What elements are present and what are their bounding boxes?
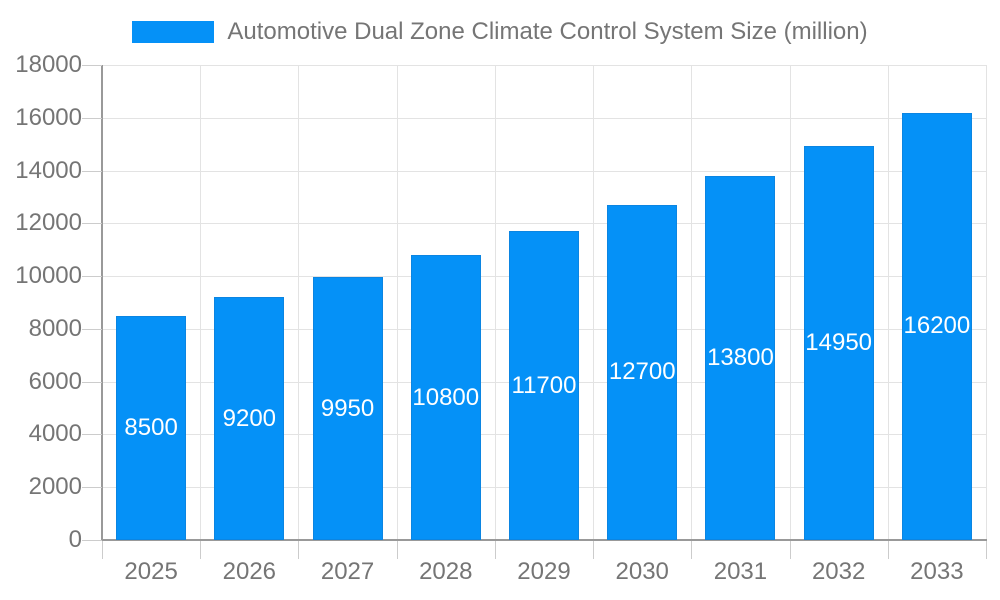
gridline-vertical	[495, 65, 496, 540]
bar[interactable]: 10800	[410, 255, 481, 540]
bar-value-label: 11700	[511, 371, 577, 399]
x-axis-tick-label: 2031	[713, 558, 768, 585]
x-axis-tick	[200, 541, 201, 559]
y-axis-tick	[82, 540, 102, 541]
legend: Automotive Dual Zone Climate Control Sys…	[0, 18, 1000, 46]
y-axis-tick-label: 2000	[28, 473, 82, 501]
bar-value-label: 12700	[608, 358, 676, 386]
y-axis-line	[101, 65, 103, 541]
gridline-horizontal	[102, 170, 986, 172]
bar[interactable]: 9200	[214, 297, 285, 540]
x-axis-tick	[593, 541, 594, 559]
bar[interactable]: 8500	[116, 315, 187, 540]
bar[interactable]: 12700	[607, 204, 678, 540]
y-axis-tick-label: 10000	[15, 262, 82, 290]
bar-value-label: 16200	[903, 312, 971, 340]
gridline-vertical	[397, 65, 398, 540]
x-axis-tick	[102, 541, 103, 559]
y-axis-tick	[82, 487, 102, 489]
gridline-vertical	[298, 65, 299, 540]
bar[interactable]: 16200	[901, 112, 972, 540]
y-axis-tick	[82, 65, 102, 66]
gridline-vertical	[691, 65, 692, 540]
gridline-horizontal	[102, 65, 986, 66]
x-axis-tick-label: 2030	[615, 558, 669, 585]
x-axis-tick	[888, 541, 889, 559]
gridline-horizontal	[102, 223, 986, 225]
y-axis-tick	[82, 276, 102, 278]
bar-value-label: 9950	[320, 394, 375, 422]
bar-value-label: 14950	[805, 328, 873, 356]
bar-value-label: 8500	[124, 413, 178, 441]
y-axis-tick-label: 8000	[28, 314, 82, 342]
bar[interactable]: 9950	[312, 277, 383, 540]
bar-value-label: 13800	[707, 343, 774, 371]
y-axis-tick	[82, 381, 102, 383]
legend-label[interactable]: Automotive Dual Zone Climate Control Sys…	[227, 18, 868, 45]
bar[interactable]: 11700	[509, 231, 579, 540]
x-axis-tick-label: 2025	[124, 558, 178, 585]
x-axis-line	[102, 539, 987, 541]
y-axis-tick-label: 12000	[15, 209, 82, 237]
x-axis-tick-label: 2033	[910, 558, 964, 585]
x-axis-tick-label: 2029	[517, 558, 571, 585]
legend-swatch[interactable]	[132, 21, 215, 43]
gridline-vertical	[986, 65, 987, 540]
y-axis-tick	[82, 328, 102, 330]
y-axis-tick	[82, 434, 102, 436]
y-axis-tick	[82, 170, 102, 172]
y-axis-tick	[82, 223, 102, 225]
gridline-horizontal	[102, 117, 986, 119]
bar[interactable]: 14950	[803, 145, 874, 540]
y-axis-tick	[82, 117, 102, 119]
y-axis-tick-label: 4000	[28, 420, 82, 448]
x-axis-tick	[790, 541, 791, 559]
bar-value-label: 10800	[412, 383, 480, 411]
y-axis-tick-label: 16000	[15, 103, 82, 131]
gridline-vertical	[888, 65, 889, 540]
x-axis-tick-label: 2027	[320, 558, 375, 585]
x-axis-tick	[298, 541, 299, 559]
x-axis-tick	[495, 541, 496, 559]
x-axis-tick	[691, 541, 692, 559]
gridline-vertical	[593, 65, 594, 540]
gridline-vertical	[790, 65, 791, 540]
x-axis-tick-label: 2026	[222, 558, 277, 585]
bar[interactable]: 13800	[705, 175, 776, 540]
gridline-vertical	[200, 65, 201, 540]
plot-area: 8500 9200 9950 10800 11700 12700 13800 14950 162…	[101, 65, 987, 541]
y-axis-tick-label: 14000	[15, 156, 82, 184]
x-axis-tick-label: 2028	[419, 558, 473, 585]
y-axis-tick-label: 18000	[15, 51, 82, 78]
x-axis-tick	[986, 541, 987, 559]
x-axis-tick-label: 2032	[811, 558, 866, 585]
x-axis-tick	[397, 541, 398, 559]
y-axis-tick-label: 6000	[28, 367, 82, 395]
bar-value-label: 9200	[222, 404, 277, 432]
y-axis-tick-label: 0	[68, 526, 82, 553]
